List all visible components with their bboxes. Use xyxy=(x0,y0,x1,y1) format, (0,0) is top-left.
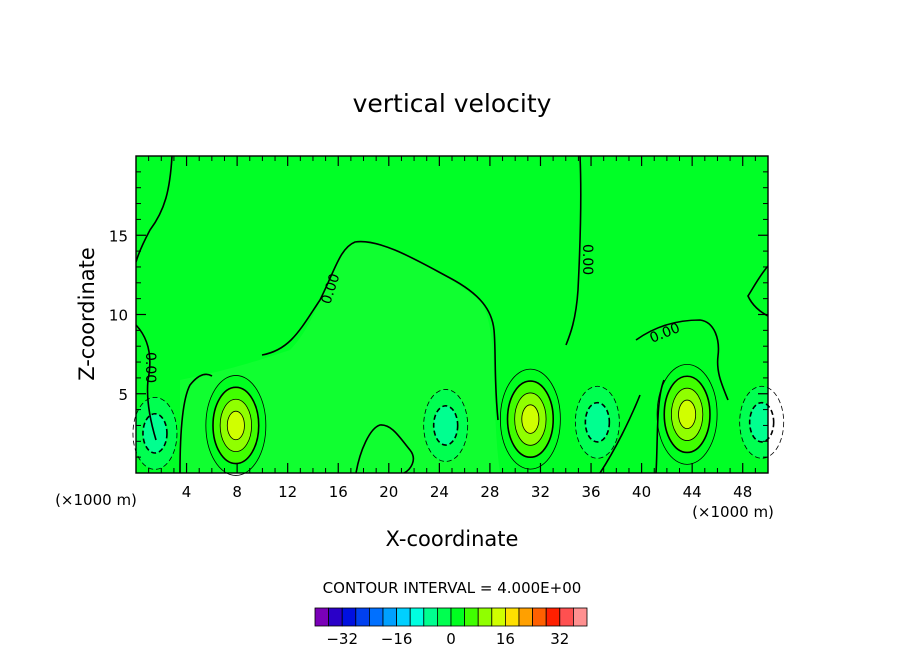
x-axis-title: X-coordinate xyxy=(386,527,519,551)
colorbar-swatch-1 xyxy=(328,607,343,627)
updraft-2-contour-0 xyxy=(656,363,718,465)
colorbar-swatch-15 xyxy=(518,607,534,627)
x-tick-label-4: 20 xyxy=(379,483,398,501)
downdraft-0-level-1 xyxy=(142,413,167,454)
downdraft-1-contour-1 xyxy=(432,405,459,446)
colorbar-swatch-0 xyxy=(314,607,330,627)
contour-interval-text: CONTOUR INTERVAL = 4.000E+00 xyxy=(323,579,582,597)
contour-features xyxy=(136,364,768,473)
downdraft-0-contour-1 xyxy=(142,412,168,454)
colorbar-swatch-19 xyxy=(573,607,588,627)
downdraft-3-contour-0 xyxy=(739,385,785,459)
updraft-1-contour-3 xyxy=(521,404,540,434)
x-tick-label-1: 8 xyxy=(232,483,242,501)
colorbar-swatch-4 xyxy=(368,607,384,627)
x-tick-label-8: 36 xyxy=(581,483,600,501)
downdraft-1-level-1 xyxy=(433,405,458,446)
updraft-0-contour-0 xyxy=(205,375,267,476)
colorbar-swatch-12 xyxy=(477,607,493,627)
downdraft-2-contour-1 xyxy=(584,401,611,443)
chart-title: vertical velocity xyxy=(353,89,552,118)
updraft-2-level-3 xyxy=(678,400,696,429)
colorbar-swatch-16 xyxy=(532,607,547,627)
y-tick-label-1: 10 xyxy=(109,307,128,325)
colorbar-swatch-8 xyxy=(423,607,438,627)
x-tick-label-0: 4 xyxy=(182,483,192,501)
colorbar-swatch-5 xyxy=(382,607,398,627)
updraft-2-contour-2 xyxy=(670,387,704,441)
contour-lines xyxy=(132,363,785,476)
downdraft-2-level-1 xyxy=(585,402,610,442)
x-unit-note-left: (×1000 m) xyxy=(55,491,137,509)
x-tick-label-5: 24 xyxy=(430,483,449,501)
colorbar-swatch-3 xyxy=(355,607,370,627)
colorbar-swatch-9 xyxy=(436,607,452,627)
colorbar-swatch-2 xyxy=(341,607,357,627)
downdraft-2-contour-0 xyxy=(574,385,620,459)
downdraft-3-level-1 xyxy=(749,402,768,442)
updraft-2-contour-3 xyxy=(678,399,697,430)
colorbar-swatch-14 xyxy=(504,607,520,627)
downdraft-1-contour-0 xyxy=(423,389,469,462)
x-tick-label-9: 40 xyxy=(632,483,651,501)
updraft-0-contour-3 xyxy=(226,410,245,441)
updraft-1-contour-0 xyxy=(499,368,561,470)
x-tick-label-3: 16 xyxy=(329,483,348,501)
downdraft-3-contour-1 xyxy=(748,401,775,443)
x-unit-note-right: (×1000 m) xyxy=(692,503,774,521)
colorbar-tick-label-3: 16 xyxy=(496,630,515,648)
x-tick-label-6: 28 xyxy=(480,483,499,501)
colorbar-swatch-7 xyxy=(409,607,425,627)
updraft-0-contour-2 xyxy=(219,398,252,453)
colorbar-tick-label-4: 32 xyxy=(550,630,569,648)
updraft-1-contour-2 xyxy=(514,392,547,446)
colorbar-swatch-18 xyxy=(559,607,574,627)
y-axis-title: Z-coordinate xyxy=(75,247,99,381)
y-tick-label-0: 5 xyxy=(118,386,128,404)
x-tick-label-11: 48 xyxy=(733,483,752,501)
x-tick-label-2: 12 xyxy=(278,483,297,501)
x-tick-label-7: 32 xyxy=(531,483,550,501)
updraft-0-level-3 xyxy=(227,411,245,440)
colorbar-swatch-17 xyxy=(545,607,561,627)
updraft-2-contour-1 xyxy=(663,375,711,454)
updraft-0-contour-1 xyxy=(212,386,260,465)
colorbar-swatch-6 xyxy=(396,607,411,627)
colorbar-tick-label-0: −32 xyxy=(326,630,358,648)
colorbar-swatch-11 xyxy=(464,607,479,627)
colorbar-swatch-10 xyxy=(450,607,466,627)
updraft-1-level-3 xyxy=(521,404,539,434)
contour-label-1: 0.00 xyxy=(579,244,595,275)
contour-label-3: 0.00 xyxy=(142,352,158,383)
colorbar-tick-label-2: 0 xyxy=(446,630,456,648)
y-tick-label-2: 15 xyxy=(109,227,128,245)
x-tick-label-10: 44 xyxy=(683,483,702,501)
downdraft-0-contour-0 xyxy=(132,396,178,470)
colorbar-swatch-13 xyxy=(491,607,506,627)
plot-area xyxy=(136,156,768,473)
updraft-1-contour-1 xyxy=(506,380,555,459)
colorbar-tick-label-1: −16 xyxy=(381,630,413,648)
colorbar: −32 −16 0 16 32 xyxy=(314,607,588,648)
